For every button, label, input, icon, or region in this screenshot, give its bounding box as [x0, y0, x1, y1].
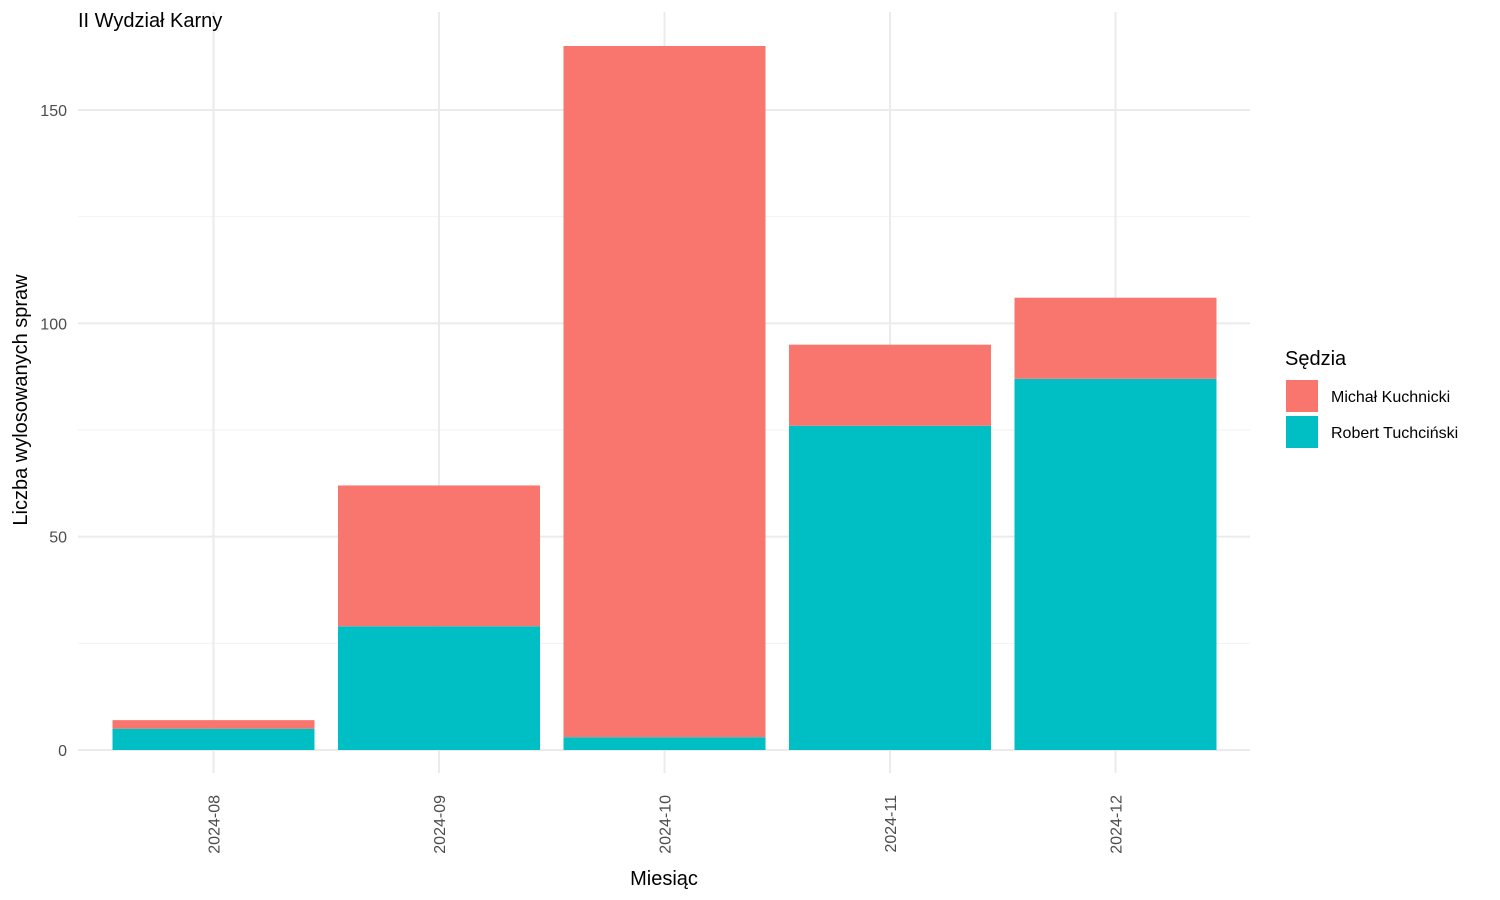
legend-items: Michał Kuchnicki Robert Tuchciński: [1286, 380, 1458, 448]
y-tick-label: 150: [40, 103, 67, 120]
bars: [112, 46, 1217, 750]
legend: Sędzia Michał Kuchnicki Robert Tuchciński: [1285, 348, 1458, 448]
x-axis-title: Miesiąc: [630, 868, 698, 890]
legend-key: [1286, 380, 1318, 412]
x-tick-label: 2024-12: [1109, 795, 1126, 854]
legend-label: Michał Kuchnicki: [1331, 389, 1450, 406]
x-tick-label: 2024-09: [432, 795, 449, 854]
x-tick-label: 2024-10: [658, 795, 675, 854]
y-tick-label: 100: [40, 316, 67, 333]
legend-key: [1286, 416, 1318, 448]
chart-title: II Wydział Karny: [78, 10, 222, 32]
bar-michal-kuchnicki-2024-10: [563, 46, 766, 738]
x-tick-label: 2024-08: [207, 795, 224, 854]
y-axis-ticks: 0 50 100 150: [40, 103, 67, 760]
x-tick-label: 2024-11: [883, 795, 900, 853]
bar-michal-kuchnicki-2024-09: [338, 485, 540, 627]
bar-robert-tuchcinski-2024-11: [789, 425, 991, 750]
bar-michal-kuchnicki-2024-08: [112, 720, 315, 729]
bar-robert-tuchcinski-2024-09: [338, 626, 540, 750]
bar-michal-kuchnicki-2024-12: [1014, 297, 1217, 379]
y-axis-title: Liczba wylosowanych spraw: [10, 274, 32, 526]
y-tick-label: 0: [58, 743, 67, 760]
bar-michal-kuchnicki-2024-11: [789, 344, 991, 426]
legend-label: Robert Tuchciński: [1331, 425, 1458, 442]
y-tick-label: 50: [49, 530, 67, 547]
legend-title: Sędzia: [1285, 348, 1347, 370]
bar-robert-tuchcinski-2024-08: [112, 728, 315, 750]
x-axis-ticks: 2024-08 2024-09 2024-10 2024-11 2024-12: [207, 795, 1126, 854]
bar-robert-tuchcinski-2024-10: [563, 737, 766, 750]
bar-robert-tuchcinski-2024-12: [1014, 378, 1217, 750]
